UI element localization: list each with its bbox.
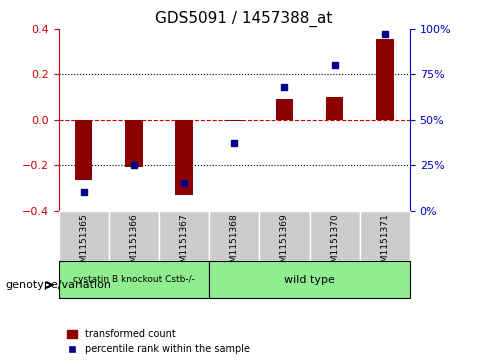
Bar — [276, 99, 293, 120]
Bar — [75, 120, 92, 180]
Text: cystatin B knockout Cstb-/-: cystatin B knockout Cstb-/- — [73, 275, 195, 284]
Text: GSM1151366: GSM1151366 — [129, 213, 139, 274]
FancyBboxPatch shape — [259, 211, 309, 261]
Text: GSM1151367: GSM1151367 — [180, 213, 188, 274]
Text: genotype/variation: genotype/variation — [5, 280, 111, 290]
Text: wild type: wild type — [284, 274, 335, 285]
Text: GSM1151365: GSM1151365 — [79, 213, 88, 274]
FancyBboxPatch shape — [209, 261, 410, 298]
FancyBboxPatch shape — [360, 211, 410, 261]
Text: GSM1151368: GSM1151368 — [230, 213, 239, 274]
FancyBboxPatch shape — [59, 211, 109, 261]
FancyBboxPatch shape — [309, 211, 360, 261]
FancyBboxPatch shape — [109, 211, 159, 261]
FancyBboxPatch shape — [159, 211, 209, 261]
Text: GSM1151370: GSM1151370 — [330, 213, 339, 274]
Legend: transformed count, percentile rank within the sample: transformed count, percentile rank withi… — [63, 326, 254, 358]
Bar — [225, 120, 243, 121]
Text: GDS5091 / 1457388_at: GDS5091 / 1457388_at — [155, 11, 333, 27]
Bar — [175, 120, 193, 195]
Bar — [125, 120, 142, 167]
Bar — [326, 97, 344, 120]
Text: GSM1151371: GSM1151371 — [380, 213, 389, 274]
FancyBboxPatch shape — [59, 261, 209, 298]
Bar — [376, 39, 394, 120]
Text: GSM1151369: GSM1151369 — [280, 213, 289, 274]
FancyBboxPatch shape — [209, 211, 259, 261]
